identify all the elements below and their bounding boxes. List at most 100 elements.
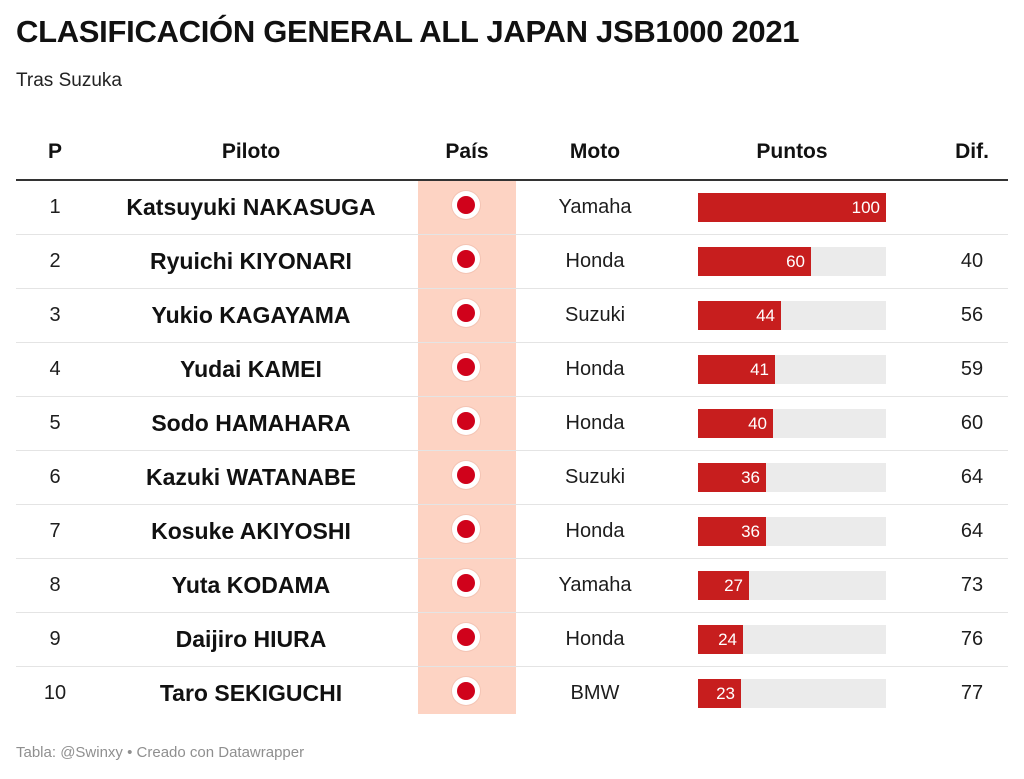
- dif-cell: 64: [960, 520, 984, 542]
- puntos-bar: [698, 355, 775, 384]
- dif-cell: 77: [960, 682, 984, 704]
- piloto-cell: Daijiro HIURA: [175, 626, 327, 652]
- dif-cell: 64: [960, 466, 984, 488]
- table-row: 6 Kazuki WATANABE Suzuki 36 64: [16, 451, 1008, 505]
- header-p: P: [47, 140, 62, 163]
- table-row: 4 Yudai KAMEI Honda 41 59: [16, 343, 1008, 397]
- chart-title: CLASIFICACIÓN GENERAL ALL JAPAN JSB1000 …: [16, 14, 800, 49]
- table-header: P Piloto País Moto Puntos Dif.: [16, 124, 1008, 181]
- puntos-label: 100: [851, 198, 880, 217]
- moto-cell: Yamaha: [558, 574, 632, 596]
- japan-flag-icon: [452, 460, 480, 489]
- moto-cell: Honda: [565, 628, 625, 650]
- dif-cell: [916, 181, 1024, 234]
- japan-flag-icon: [452, 406, 480, 435]
- moto-cell: Suzuki: [564, 466, 626, 488]
- puntos-label: 23: [716, 684, 735, 703]
- pais-cell: [418, 667, 516, 720]
- position-cell: 8: [49, 574, 61, 596]
- puntos-label: 36: [741, 522, 760, 541]
- puntos-bar-track: 36: [698, 517, 886, 546]
- table-row: 7 Kosuke AKIYOSHI Honda 36 64: [16, 505, 1008, 559]
- pais-cell: [418, 505, 516, 558]
- moto-cell: Honda: [565, 412, 625, 434]
- position-cell: 9: [49, 628, 61, 650]
- japan-flag-icon: [452, 514, 480, 543]
- puntos-label: 44: [756, 306, 775, 325]
- header-pais: País: [445, 140, 489, 163]
- puntos-bar: [698, 463, 766, 492]
- puntos-label: 41: [750, 360, 769, 379]
- position-cell: 3: [49, 304, 61, 326]
- pais-cell: [418, 343, 516, 396]
- piloto-cell: Taro SEKIGUCHI: [159, 680, 343, 706]
- position-cell: 1: [49, 196, 61, 218]
- chart-subtitle: Tras Suzuka: [16, 70, 122, 91]
- puntos-bar-track: 24: [698, 625, 886, 654]
- header-moto: Moto: [569, 140, 621, 163]
- pais-cell: [418, 559, 516, 612]
- puntos-label: 60: [786, 252, 805, 271]
- dif-cell: 60: [960, 412, 984, 434]
- puntos-bar: [698, 517, 766, 546]
- puntos-bar-track: 100: [698, 193, 886, 222]
- moto-cell: Honda: [565, 358, 625, 380]
- position-cell: 10: [43, 682, 67, 704]
- moto-cell: Honda: [565, 520, 625, 542]
- puntos-bar-track: 40: [698, 409, 886, 438]
- piloto-cell: Sodo HAMAHARA: [151, 410, 351, 436]
- puntos-label: 24: [718, 630, 737, 649]
- japan-flag-icon: [452, 244, 480, 273]
- piloto-cell: Yukio KAGAYAMA: [151, 302, 351, 328]
- moto-cell: Suzuki: [564, 304, 626, 326]
- puntos-bar: [698, 625, 743, 654]
- puntos-label: 40: [748, 414, 767, 433]
- dif-cell: 56: [960, 304, 984, 326]
- dif-cell: 73: [960, 574, 984, 596]
- pais-cell: [418, 235, 516, 288]
- puntos-bar: [698, 247, 811, 276]
- japan-flag-icon: [452, 622, 480, 651]
- position-cell: 6: [49, 466, 61, 488]
- dif-cell: 76: [960, 628, 984, 650]
- puntos-bar-track: 41: [698, 355, 886, 384]
- header-dif: Dif.: [955, 140, 989, 163]
- table-row: 10 Taro SEKIGUCHI BMW 23 77: [16, 667, 1008, 720]
- table-row: 8 Yuta KODAMA Yamaha 27 73: [16, 559, 1008, 613]
- piloto-cell: Yudai KAMEI: [180, 356, 322, 382]
- footer-credit: Tabla: @Swinxy • Creado con Datawrapper: [16, 744, 305, 761]
- puntos-bar-track: 60: [698, 247, 886, 276]
- piloto-cell: Kazuki WATANABE: [146, 464, 356, 490]
- piloto-cell: Kosuke AKIYOSHI: [151, 518, 351, 544]
- dif-cell: 40: [960, 250, 984, 272]
- puntos-bar: [698, 409, 773, 438]
- puntos-label: 36: [741, 468, 760, 487]
- dif-cell: 59: [960, 358, 984, 380]
- japan-flag-icon: [452, 676, 480, 705]
- japan-flag-icon: [452, 190, 480, 219]
- piloto-cell: Katsuyuki NAKASUGA: [126, 194, 376, 220]
- table-row: 2 Ryuichi KIYONARI Honda 60 40: [16, 235, 1008, 289]
- moto-cell: Yamaha: [558, 196, 632, 218]
- table-row: 5 Sodo HAMAHARA Honda 40 60: [16, 397, 1008, 451]
- header-piloto: Piloto: [221, 140, 281, 163]
- standings-table: P Piloto País Moto Puntos Dif. 1 Katsuyuk…: [16, 124, 1008, 720]
- puntos-bar: [698, 571, 749, 600]
- japan-flag-icon: [452, 298, 480, 327]
- position-cell: 5: [49, 412, 61, 434]
- position-cell: 7: [49, 520, 61, 542]
- puntos-bar: [698, 679, 741, 708]
- moto-cell: BMW: [570, 682, 620, 704]
- puntos-bar-track: 36: [698, 463, 886, 492]
- table-row: 3 Yukio KAGAYAMA Suzuki 44 56: [16, 289, 1008, 343]
- puntos-bar: [698, 301, 781, 330]
- pais-cell: [418, 181, 516, 234]
- pais-cell: [418, 613, 516, 666]
- pais-cell: [418, 289, 516, 342]
- pais-cell: [418, 397, 516, 450]
- position-cell: 4: [49, 358, 61, 380]
- japan-flag-icon: [452, 568, 480, 597]
- moto-cell: Honda: [565, 250, 625, 272]
- piloto-cell: Yuta KODAMA: [171, 572, 331, 598]
- table-body: 1 Katsuyuki NAKASUGA Yamaha 100 2 Ryuichi KIY…: [16, 181, 1008, 720]
